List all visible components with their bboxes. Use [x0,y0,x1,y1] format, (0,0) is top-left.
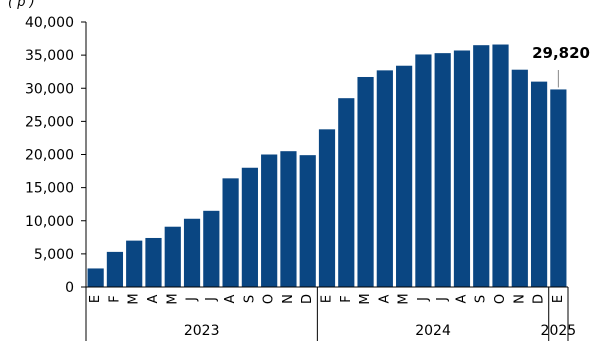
data-label: 29,820 [532,44,590,62]
x-tick-label: M [165,293,180,304]
x-tick-label: J [435,297,450,302]
year-label: 2025 [541,323,577,339]
bar [396,65,413,287]
bar [126,240,143,287]
x-tick-label: J [204,297,219,302]
bar [106,251,124,287]
y-tick-label: 30,000 [25,81,74,97]
bar [145,237,162,287]
x-tick-label: A [377,294,392,303]
x-tick-label: E [320,295,335,303]
x-tick-label: S [474,295,489,303]
x-tick-label: O [262,294,277,304]
x-tick-label: F [339,295,354,302]
x-tick-label: O [493,294,508,304]
x-tick-label: E [88,295,103,303]
bar [511,69,528,287]
y-tick-label: 10,000 [25,214,74,230]
annotations-group: 29,820 [532,44,590,88]
y-tick-label: 20,000 [25,148,74,164]
bar [164,226,181,287]
bar [434,53,451,288]
x-tick-label: J [185,297,200,302]
bar [222,178,239,287]
y-tick-label: 40,000 [25,15,74,31]
bar [280,151,297,287]
bar [492,44,509,288]
bar [338,98,355,287]
year-label: 2024 [415,323,451,339]
y-tick-label: 15,000 [25,181,74,197]
bar [241,167,258,287]
bar [299,155,316,287]
x-tick-label: E [551,295,566,303]
bar [376,70,393,287]
bar [318,129,336,287]
x-tick-label: J [416,297,431,302]
bar [415,54,432,288]
bar [453,50,471,287]
x-tick-label: F [107,295,122,302]
y-tick-label: 0 [65,280,74,296]
x-tick-label: N [281,294,296,304]
bar [261,154,278,287]
x-tick-label: M [127,293,142,304]
bar [530,81,548,287]
bar [87,268,104,287]
x-tick-label: M [397,293,412,304]
bar [473,45,490,287]
bar [357,76,374,287]
chart-top-note: ( p ) [8,0,35,10]
x-tick-label: S [242,295,257,303]
bar [203,210,220,287]
bars-group [87,44,567,288]
x-tick-label: A [223,294,238,303]
y-tick-label: 5,000 [34,247,74,263]
x-tick-label: M [358,293,373,304]
x-tick-label: A [146,294,161,303]
bar [550,89,567,287]
x-tick-label: A [454,294,469,303]
y-axis: 0 5,000 10,000 15,000 20,000 25,000 30,000 35,0… [25,15,87,296]
y-tick-label: 35,000 [25,48,74,64]
year-label: 2023 [184,323,220,339]
x-tick-label: D [532,294,547,304]
y-tick-label: 25,000 [25,114,74,130]
x-tick-label: N [512,294,527,304]
x-tick-label: D [300,294,315,304]
bar [183,218,201,287]
